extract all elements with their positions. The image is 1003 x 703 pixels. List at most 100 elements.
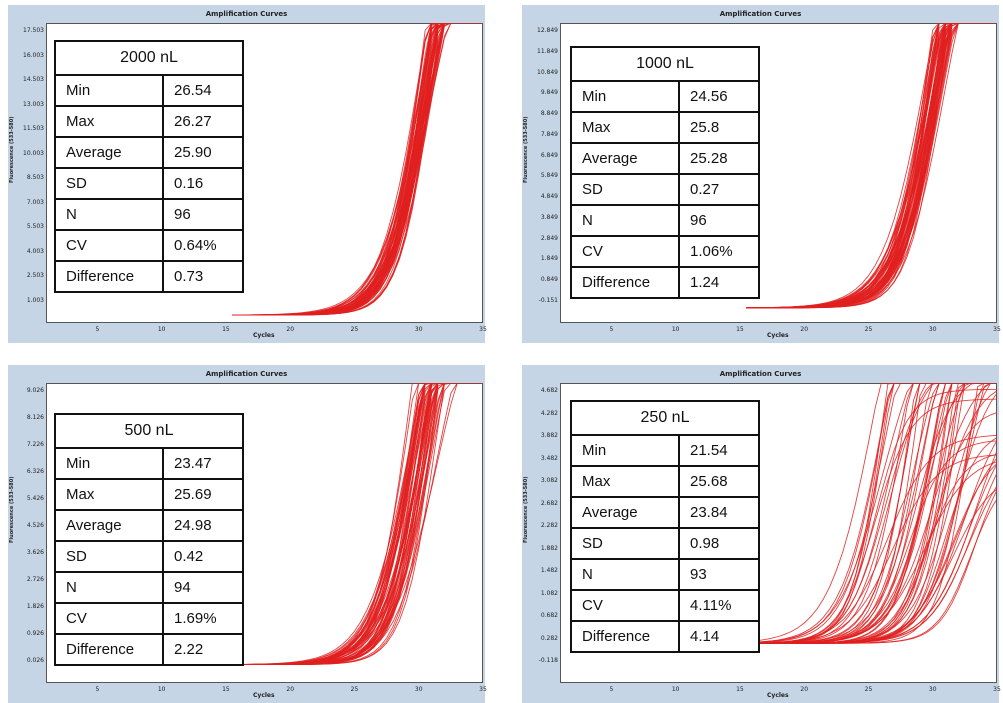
y-tick-label: 4.282 (540, 409, 558, 417)
stats-row: Min 24.56 (570, 80, 760, 113)
amplification-curve (232, 383, 483, 666)
amplification-curve (232, 23, 483, 316)
amplification-curve (232, 383, 483, 665)
amplification-curve (232, 383, 483, 666)
x-tick-label: 30 (414, 686, 423, 693)
amplification-curve (232, 23, 483, 316)
amplification-curve (746, 23, 997, 309)
amplification-curve (232, 383, 483, 666)
amplification-curve (232, 383, 483, 666)
amplification-curve (232, 23, 483, 316)
stat-label: Max (570, 111, 680, 144)
amplification-curve (232, 23, 483, 316)
stats-row: Min 26.54 (54, 74, 244, 107)
stats-header-row: 250 nL (570, 400, 760, 436)
stat-value: 4.14 (678, 620, 760, 653)
amplification-curve (232, 23, 483, 316)
stat-value: 96 (162, 198, 244, 231)
amplification-curve (232, 383, 483, 666)
stats-row: Max 25.69 (54, 478, 244, 511)
amplification-curve (232, 383, 483, 666)
amplification-curve (232, 383, 483, 666)
amplification-curve (232, 383, 483, 666)
y-tick-label: 11.503 (23, 125, 44, 133)
chart-panel: Amplification Curves Fluorescence (533-58… (522, 365, 1001, 703)
amplification-curve (232, 383, 483, 666)
amplification-curve (746, 23, 997, 309)
amplification-curve (232, 383, 483, 666)
amplification-curve (232, 23, 483, 316)
amplification-curve (232, 383, 483, 666)
amplification-curve (232, 23, 483, 316)
amplification-curve (232, 383, 483, 666)
y-tick-label: 1.882 (540, 544, 558, 552)
y-tick-label: 7.226 (26, 441, 44, 448)
y-tick-label: 4.682 (540, 387, 558, 394)
amplification-curve (232, 23, 483, 316)
x-tick-label: 25 (864, 686, 873, 693)
stat-value: 0.73 (162, 260, 244, 293)
x-tick-label: 20 (286, 326, 295, 333)
amplification-curve (232, 23, 483, 316)
stat-label: SD (54, 167, 164, 200)
stat-value: 93 (678, 558, 760, 591)
amplification-curve (232, 23, 483, 316)
volume-header: 1000 nL (570, 46, 760, 82)
stat-value: 23.47 (162, 447, 244, 480)
y-tick-label: 4.849 (540, 193, 558, 201)
stats-row: N 93 (570, 558, 760, 591)
chart-panel: Amplification Curves Fluorescence (533-58… (8, 365, 487, 703)
stats-table: 1000 nL Min 24.56 Max 25.8 Average 25.28 SD 0.27… (570, 46, 760, 299)
amplification-curve (232, 383, 483, 665)
x-tick-label: 15 (736, 686, 744, 693)
x-tick-label: 25 (864, 326, 873, 333)
stats-row: N 96 (570, 204, 760, 237)
amplification-curve (232, 383, 483, 666)
stat-label: Min (54, 447, 164, 480)
stat-value: 25.69 (162, 478, 244, 511)
y-tick-label: 5.426 (26, 495, 44, 502)
amplification-curve (746, 23, 997, 309)
stat-label: Average (570, 142, 680, 175)
amplification-curve (232, 23, 483, 316)
stat-label: Average (54, 136, 164, 169)
chart-title: Amplification Curves (719, 370, 802, 378)
amplification-curve (232, 23, 483, 316)
stat-value: 25.28 (678, 142, 760, 175)
x-tick-label: 30 (928, 686, 937, 693)
amplification-curve (746, 472, 997, 644)
amplification-curve (746, 23, 997, 309)
amplification-curve (232, 383, 483, 666)
amplification-curve (232, 23, 483, 316)
x-tick-label: 35 (479, 686, 487, 693)
amplification-curve (746, 23, 997, 309)
amplification-curve (232, 383, 483, 666)
amplification-curve (746, 23, 997, 309)
volume-header: 500 nL (54, 413, 244, 449)
y-tick-label: 9.849 (540, 89, 558, 97)
curves-plot (232, 383, 483, 666)
amplification-curve (746, 23, 997, 309)
amplification-curve (232, 383, 483, 666)
amplification-curve (746, 23, 997, 309)
y-tick-label: 2.682 (540, 499, 558, 507)
stat-label: CV (54, 602, 164, 635)
amplification-curve (232, 23, 483, 316)
amplification-curve (746, 383, 997, 644)
x-tick-label: 30 (928, 326, 937, 333)
y-axis-label: Fluorescence (533-580) (9, 476, 15, 544)
amplification-curve (232, 23, 483, 316)
stat-value: 1.24 (678, 266, 760, 299)
stats-row: SD 0.42 (54, 540, 244, 573)
amplification-curve (232, 23, 483, 316)
amplification-curve (232, 23, 483, 316)
amplification-curve (232, 383, 483, 666)
amplification-curve (232, 383, 483, 666)
y-tick-label: 12.849 (537, 27, 558, 34)
amplification-curve (232, 383, 483, 666)
y-tick-label: 17.503 (23, 27, 44, 34)
amplification-curve (746, 23, 997, 309)
chart-title: Amplification Curves (719, 10, 802, 18)
y-tick-label: 9.026 (26, 387, 44, 394)
amplification-curve (746, 23, 997, 309)
